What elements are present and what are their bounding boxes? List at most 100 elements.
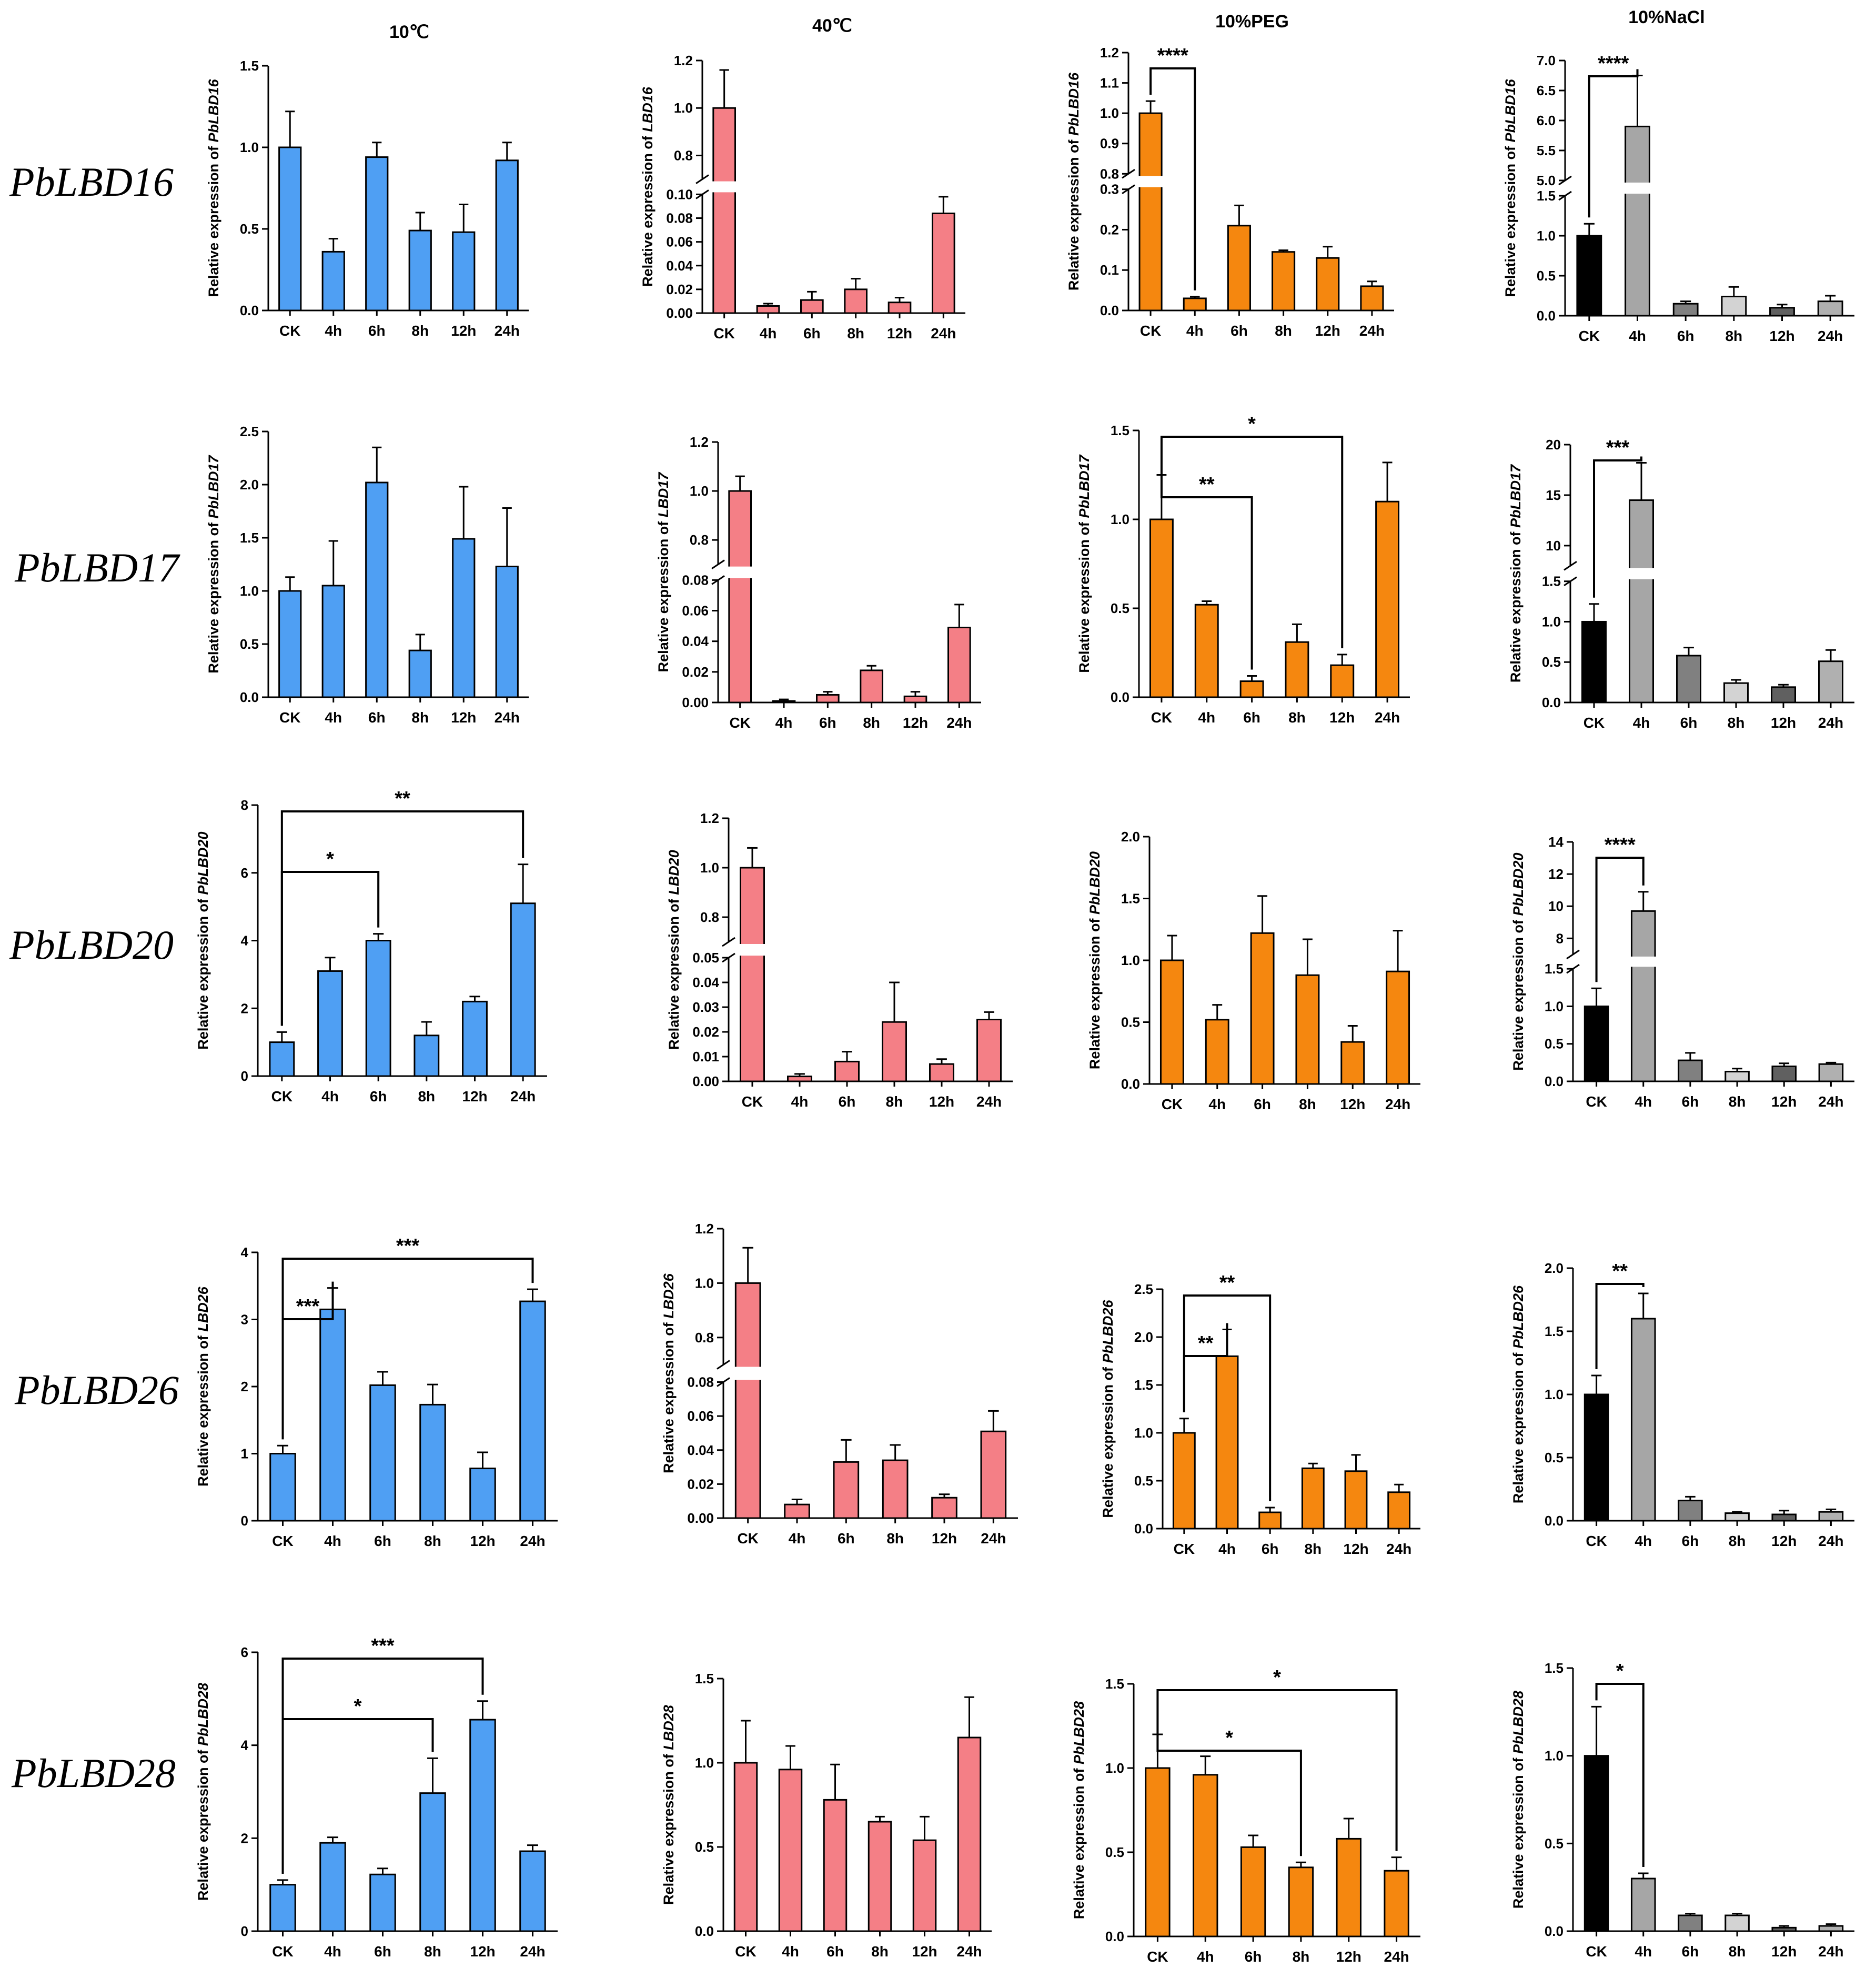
row-label-pblbd28: PbLBD28: [11, 1750, 176, 1796]
chart-panel-r1-c2: 0.00 0.02 0.04 0.06 0.08 0.10 0.8 1.0 1.2 CK 4h 6h 8…: [640, 53, 966, 342]
y-tick-label: 0.04: [692, 975, 719, 990]
y-axis-label: Relative expression of LBD16: [640, 86, 655, 287]
y-axis-label-prefix: Relative expression of: [661, 1319, 677, 1473]
significance-label: *: [1273, 1666, 1281, 1689]
y-axis-label-gene: PbLBD17: [206, 454, 221, 518]
x-tick-label-12h: 12h: [1315, 323, 1340, 339]
y-axis-label-gene: PbLBD26: [1510, 1285, 1526, 1349]
x-tick-label-CK: CK: [1174, 1541, 1195, 1557]
significance-bracket: [280, 810, 525, 1026]
x-tick-label-4h: 4h: [1635, 1093, 1652, 1110]
y-tick-label: 0: [241, 1068, 248, 1084]
bar-12h: [1771, 1513, 1797, 1522]
bar-12h: [1771, 686, 1796, 704]
y-tick-label: 1.0: [1537, 228, 1556, 244]
bar-6h: [369, 1384, 396, 1522]
x-tick-label-24h: 24h: [1386, 1541, 1411, 1557]
bar-8h: [860, 669, 884, 704]
x-tick-label-24h: 24h: [520, 1533, 545, 1549]
bar-8h: [1272, 251, 1296, 312]
bar-24h: [495, 159, 519, 312]
y-tick-label: 1.5: [1545, 1323, 1564, 1339]
bar-8h: [419, 1403, 446, 1522]
x-tick-label-8h: 8h: [847, 325, 864, 342]
y-axis-label: Relative expression of PbLBD20: [1087, 851, 1103, 1069]
axis-break-gap: [1569, 568, 1855, 579]
y-axis-label-gene: LBD26: [661, 1273, 677, 1319]
y-axis-label: Relative expression of LBD28: [661, 1705, 677, 1905]
axis-break-mark: [1564, 561, 1577, 571]
bar-CK: [740, 867, 765, 1082]
x-tick-label-4h: 4h: [321, 1088, 339, 1105]
y-tick-label: 15: [1546, 487, 1561, 503]
x-tick-label-6h: 6h: [1245, 1949, 1262, 1965]
row-label-pblbd20: PbLBD20: [9, 922, 174, 968]
y-axis-label-gene: PbLBD28: [195, 1683, 211, 1746]
y-tick-label: 1.5: [695, 1671, 714, 1686]
x-tick-label-24h: 24h: [1384, 1949, 1409, 1965]
y-tick-label: 5.5: [1537, 143, 1556, 158]
bar-6h: [1678, 1500, 1703, 1522]
y-axis-label-prefix: Relative expression of: [1100, 1363, 1116, 1518]
bar-24h: [980, 1430, 1007, 1519]
x-tick-label-4h: 4h: [791, 1093, 809, 1110]
y-tick-label: 0.5: [1545, 1450, 1564, 1465]
y-axis-label: Relative expression of PbLBD20: [195, 831, 211, 1049]
x-tick-label-4h: 4h: [1208, 1096, 1226, 1112]
x-tick-label-4h: 4h: [324, 1533, 341, 1549]
y-axis-label-prefix: Relative expression of: [195, 1332, 211, 1487]
bar-4h: [1630, 1877, 1656, 1932]
axis-break-gap: [1564, 182, 1855, 194]
x-tick-label-6h: 6h: [1682, 1943, 1699, 1960]
bar-4h: [1193, 1774, 1218, 1937]
bar-24h: [1384, 1870, 1409, 1937]
x-tick-label-12h: 12h: [1336, 1949, 1361, 1965]
y-tick-label: 0.00: [687, 1510, 714, 1526]
bar-CK: [1149, 518, 1174, 698]
y-axis-label-prefix: Relative expression of: [640, 132, 655, 287]
bar-CK: [278, 146, 302, 312]
y-axis-label-gene: PbLBD26: [1100, 1299, 1116, 1363]
y-axis-label-prefix: Relative expression of: [1508, 528, 1524, 682]
bar-6h: [1240, 1846, 1266, 1937]
x-tick-label-8h: 8h: [1725, 328, 1742, 344]
y-tick-label: 1.2: [700, 810, 719, 826]
bar-24h: [1386, 970, 1410, 1085]
y-tick-label: 0.10: [666, 186, 693, 202]
y-axis-label-prefix: Relative expression of: [666, 895, 682, 1050]
y-tick-label: 5.0: [1537, 173, 1556, 188]
y-tick-label: 0.5: [240, 636, 259, 652]
bar-CK: [1583, 1755, 1609, 1932]
y-tick-label: 0.5: [1134, 1473, 1153, 1489]
x-tick-label-4h: 4h: [1218, 1541, 1236, 1557]
bar-8h: [419, 1792, 446, 1932]
bar-12h: [912, 1839, 937, 1932]
y-axis-label-gene: PbLBD28: [1510, 1691, 1526, 1754]
axis-break-mark: [722, 937, 735, 947]
bar-24h: [1818, 1511, 1844, 1522]
bar-CK: [1172, 1432, 1196, 1530]
x-tick-label-24h: 24h: [931, 325, 956, 342]
bar-4h: [1183, 297, 1207, 312]
y-tick-label: 0.08: [687, 1374, 714, 1390]
chart-panel-r5-c2: 0.0 0.5 1.0 1.5 CK 4h 6h 8h 12h 24h Relative expre…: [661, 1671, 992, 1960]
bar-8h: [1724, 1914, 1750, 1932]
y-axis-label-prefix: Relative expression of: [1087, 915, 1103, 1069]
x-tick-label-8h: 8h: [886, 1530, 904, 1547]
y-axis-label-gene: LBD20: [666, 850, 682, 895]
significance-label: **: [1199, 474, 1215, 496]
x-tick-label-CK: CK: [1583, 715, 1605, 731]
y-axis-label-gene: PbLBD16: [206, 78, 221, 142]
y-tick-label: 6.5: [1537, 83, 1556, 98]
x-tick-label-6h: 6h: [368, 709, 386, 726]
axis-break-gap: [1572, 956, 1855, 967]
chart-panel-r4-c3: 0.0 0.5 1.0 1.5 2.0 2.5 CK 4h 6h 8h 12h 24h Relative…: [1100, 1272, 1420, 1557]
bar-4h: [778, 1769, 803, 1932]
y-tick-label: 1.2: [674, 53, 693, 68]
bar-24h: [1360, 285, 1384, 312]
bar-24h: [947, 627, 971, 704]
y-tick-label: 0.0: [1545, 1513, 1564, 1529]
bar-24h: [519, 1300, 546, 1522]
y-tick-label: 1.5: [1545, 961, 1564, 977]
x-tick-label-24h: 24h: [1359, 323, 1385, 339]
